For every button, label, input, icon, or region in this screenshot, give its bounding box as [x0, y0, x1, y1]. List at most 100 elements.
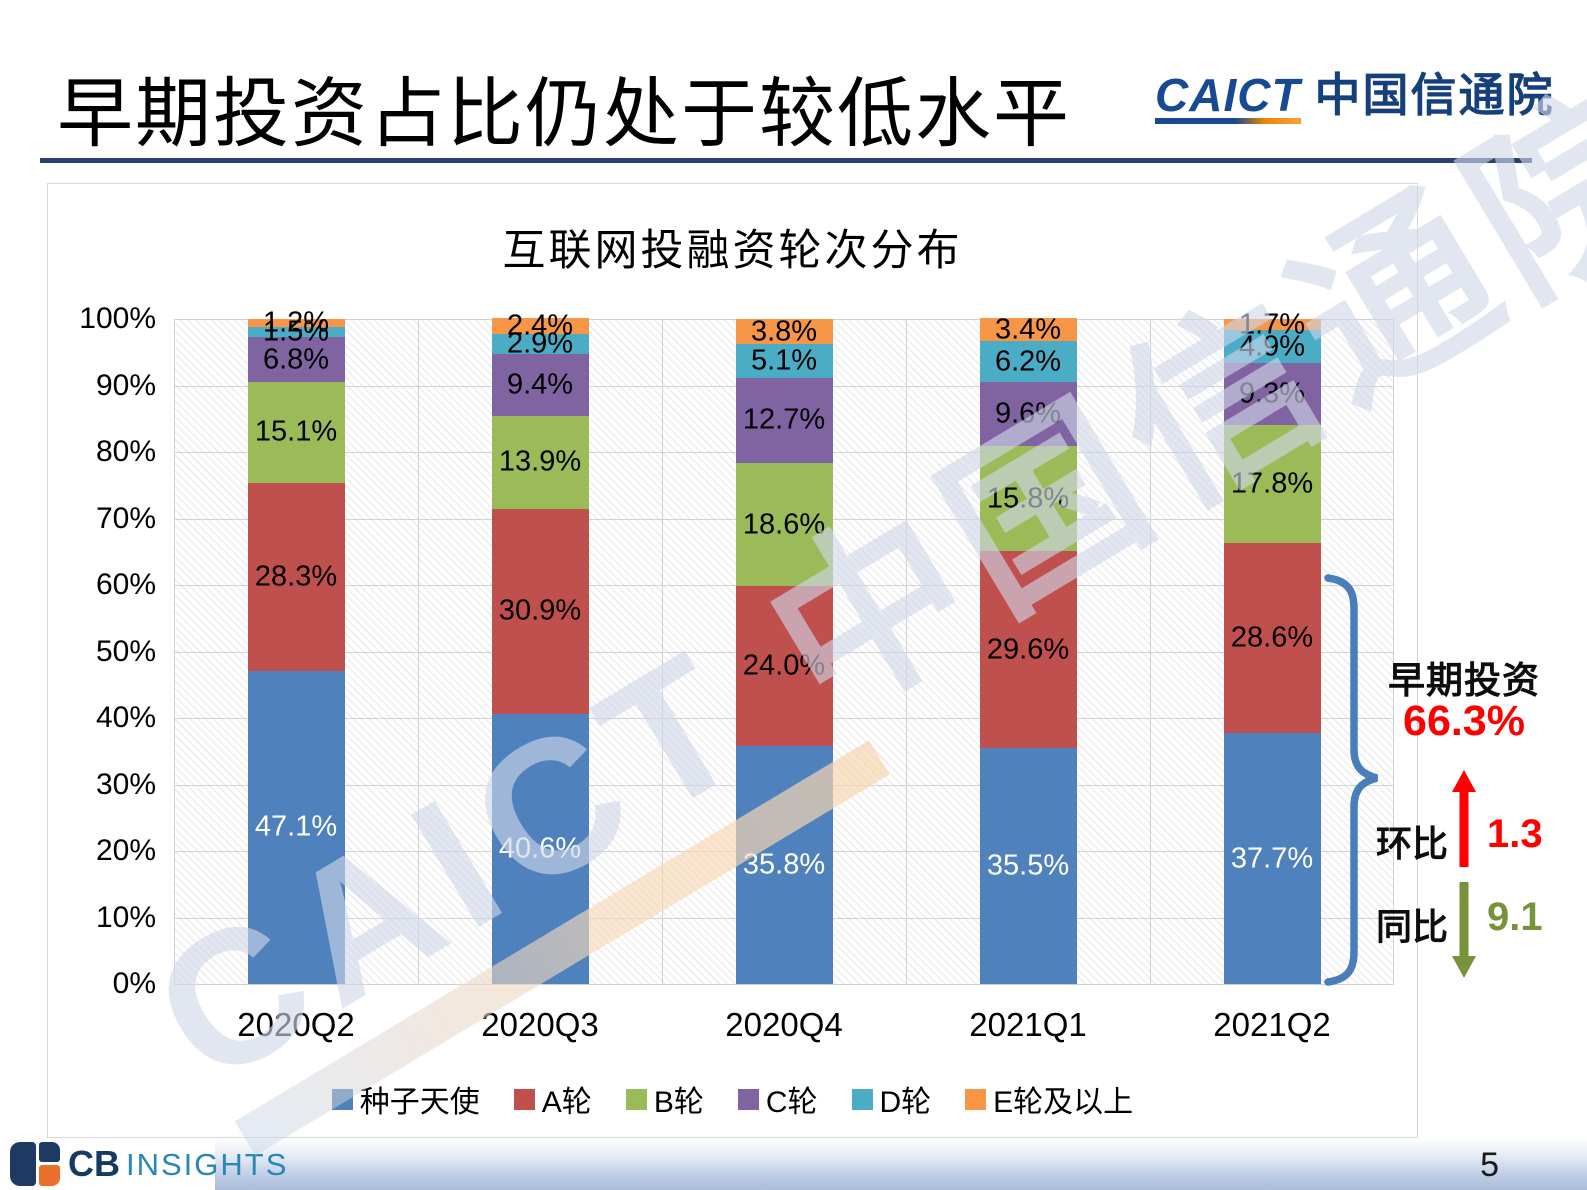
cbinsights-insights-text: INSIGHTS — [126, 1146, 289, 1182]
y-axis-tick-label: 40% — [95, 701, 156, 734]
legend-item-D轮: D轮 — [851, 1077, 932, 1121]
legend-swatch — [965, 1088, 987, 1110]
cbinsights-icon — [10, 1142, 62, 1186]
bar-2020Q2: 47.1% 28.3% 15.1% 6.8% 1.5% 1.2% — [247, 308, 345, 984]
value-label: 17.8% — [1230, 467, 1314, 500]
caict-logo-cn: 中国信通院 — [1314, 69, 1555, 121]
mom-value: 1.3 — [1487, 812, 1543, 856]
value-label: 18.6% — [742, 508, 826, 540]
bar-segment-E轮及以上 — [1223, 319, 1321, 331]
bar-segment-A轮 — [979, 551, 1077, 748]
y-axis-tick-label: 90% — [95, 368, 156, 402]
bar-2020Q4: 35.8% 24.0% 18.6% 12.7% 5.1% 3.8% — [735, 315, 833, 984]
legend-item-B轮: B轮 — [625, 1077, 704, 1121]
x-axis-tick-label: 2021Q2 — [1213, 1006, 1331, 1043]
page-number: 5 — [1480, 1146, 1499, 1184]
bar-2021Q1: 35.5% 29.6% 15.8% 9.6% 6.2% 3.4% — [979, 315, 1077, 984]
x-axis-tick-label: 2021Q1 — [969, 1006, 1087, 1043]
y-axis-tick-label: 50% — [95, 634, 156, 668]
bar-segment-C轮 — [247, 336, 345, 383]
legend-label: 种子天使 — [359, 1086, 480, 1119]
legend-item-C轮: C轮 — [737, 1077, 818, 1121]
bar-segment-A轮 — [491, 508, 589, 715]
gridline — [906, 319, 907, 984]
value-label: 47.1% — [254, 810, 338, 843]
value-label: 5.1% — [750, 344, 818, 377]
legend-item-E轮及以上: E轮及以上 — [965, 1077, 1133, 1121]
value-label: 24.0% — [742, 649, 826, 682]
plot-area: 100% 90% 80% 70% 60% 50% 40% 30% 20% 10% 0% 47.1% 28… — [79, 302, 1394, 1043]
caict-logo-en: CAICT — [1155, 72, 1301, 124]
bar-segment-B轮 — [491, 416, 589, 509]
early-investment-label: 早期投资 — [1388, 660, 1540, 701]
chart-title: 互联网投融资轮次分布 — [502, 227, 963, 275]
x-axis-tick-label: 2020Q2 — [237, 1006, 355, 1043]
value-label: 30.9% — [498, 594, 582, 627]
value-label: 9.6% — [994, 397, 1062, 430]
value-label: 28.3% — [254, 560, 338, 593]
bar-segment-E轮及以上 — [979, 318, 1077, 341]
gridline — [1150, 319, 1151, 984]
bar-segment-D轮 — [491, 334, 589, 354]
value-label: 28.6% — [1230, 621, 1314, 654]
legend-label: C轮 — [765, 1086, 818, 1119]
gridline — [418, 319, 419, 984]
slide-title: 早期投资占比仍处于较低水平 — [57, 72, 1071, 157]
bar-segment-D轮 — [735, 344, 833, 379]
value-label: 12.7% — [742, 403, 826, 436]
gridline — [174, 984, 1394, 985]
bar-segment-D轮 — [979, 340, 1077, 383]
value-label: 40.6% — [498, 832, 582, 865]
legend-label: E轮及以上 — [993, 1086, 1134, 1119]
bar-segment-B轮 — [979, 446, 1077, 552]
legend-item-A轮: A轮 — [513, 1077, 592, 1121]
footer-gradient-bar — [215, 1138, 1587, 1190]
value-label: 1.2% — [262, 306, 330, 339]
mom-label: 环比 — [1376, 823, 1449, 864]
legend-item-种子天使: 种子天使 — [331, 1077, 480, 1121]
bar-2020Q3: 40.6% 30.9% 13.9% 9.4% 2.9% 2.4% — [491, 311, 589, 984]
down-arrow-icon — [1452, 882, 1476, 978]
caict-logo-text: CAICT — [1155, 69, 1301, 121]
y-axis-tick-label: 0% — [112, 967, 156, 1000]
legend-swatch — [737, 1088, 759, 1110]
value-label: 15.1% — [254, 415, 338, 448]
value-label: 1.7% — [1238, 308, 1306, 341]
chart-container: 互联网投融资轮次分布 100% 90% 80% 70% 60% 50% 40% 30% 20% 1… — [47, 183, 1418, 1138]
gridline — [662, 319, 663, 984]
value-label: 29.6% — [986, 633, 1070, 666]
bar-segment-E轮及以上 — [491, 318, 589, 335]
bar-segment-A轮 — [735, 586, 833, 746]
footer: CB INSIGHTS 5 — [0, 1138, 1587, 1190]
value-label: 4.9% — [1238, 330, 1306, 363]
legend-swatch — [851, 1088, 873, 1110]
y-axis-tick-label: 80% — [95, 435, 156, 468]
value-label: 9.3% — [1238, 377, 1306, 410]
up-arrow-icon — [1452, 770, 1476, 867]
value-label: 2.9% — [506, 327, 574, 360]
bar-2021Q2: 37.7% 28.6% 17.8% 9.3% 4.9% 1.7% — [1223, 310, 1321, 984]
y-axis-tick-label: 70% — [95, 501, 156, 535]
brace — [1324, 574, 1379, 986]
bar-segment-C轮 — [491, 353, 589, 417]
caict-logo: CAICT 中国信通院 — [1155, 72, 1555, 124]
chart-legend: 种子天使 A轮 B轮 C轮 D轮 E轮及以上 — [48, 1077, 1417, 1121]
bar-segment-D轮 — [1223, 330, 1321, 363]
x-axis-tick-label: 2020Q3 — [481, 1006, 599, 1043]
y-axis-tick-label: 60% — [95, 568, 156, 601]
value-label: 37.7% — [1230, 842, 1314, 875]
legend-label: D轮 — [879, 1086, 932, 1119]
value-label: 9.4% — [506, 368, 574, 401]
early-investment-value: 66.3% — [1403, 697, 1525, 745]
bar-segment-B轮 — [247, 382, 345, 483]
value-label: 35.8% — [742, 848, 826, 881]
value-label: 6.2% — [994, 345, 1062, 378]
bar-segment-D轮 — [247, 327, 345, 337]
y-axis-tick-label: 20% — [95, 834, 156, 867]
value-label: 3.4% — [994, 313, 1062, 346]
yoy-value: 9.1 — [1487, 895, 1543, 939]
value-label: 3.8% — [750, 315, 818, 348]
bar-segment-种子天使 — [1223, 733, 1321, 984]
value-label: 2.4% — [506, 309, 574, 342]
